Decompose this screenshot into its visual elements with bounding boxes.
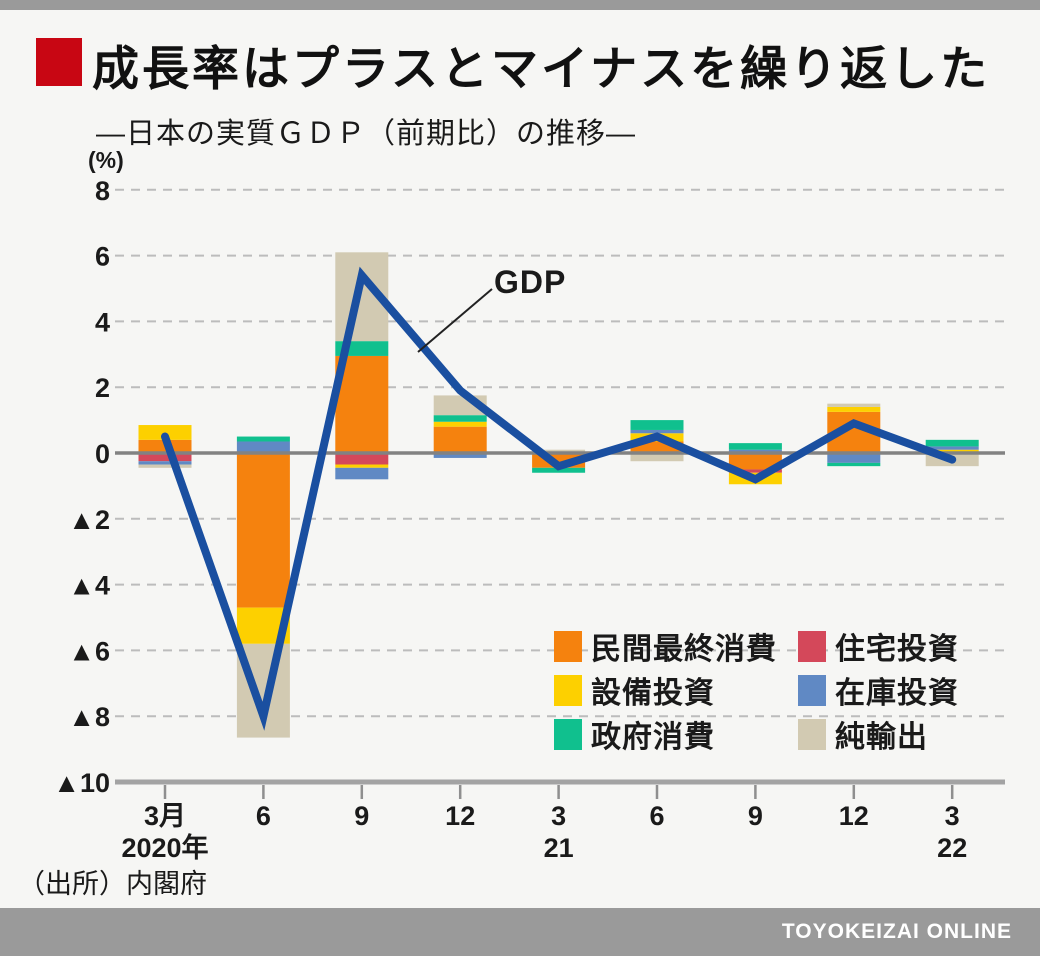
legend-item: 住宅投資 [798,630,959,666]
gdp-contribution-chart: 8 6 4 2 0 ▲2 ▲4 ▲6 ▲8 ▲10 3月 6 9 12 3 6 9 12 3 2020年 21 22 [53,176,1005,863]
legend-label: 民間最終消費 [591,633,777,666]
bar-segment-住宅投資 [138,453,192,462]
bar-segment-設備投資 [827,406,881,412]
bar-segment-政府消費 [433,415,487,422]
legend-column-left: 民間最終消費 設備投資政府消費 [554,630,777,754]
x-axis-tick-label: 12 [445,801,475,831]
legend-swatch [798,674,826,706]
bar-segment-設備投資 [138,425,192,440]
legend-label: 設備投資 [591,677,715,710]
bar-segment-民間最終消費 [433,426,487,453]
bar-segment-民間最終消費 [728,453,782,470]
bar-segment-政府消費 [827,462,881,467]
chart-title: 成長率はプラスとマイナスを繰り返した [92,42,991,95]
bar-segment-在庫投資 [236,441,290,453]
legend-swatch [554,718,582,750]
bar-segment-純輸出 [630,453,684,462]
legend-swatch [798,718,826,750]
legend-label: 在庫投資 [835,677,959,710]
bar-segment-純輸出 [827,403,881,407]
y-axis-unit-label: (%) [88,147,124,173]
bar-segment-在庫投資 [138,461,192,465]
gdp-annotation-leader-line [417,288,493,353]
legend-item: 純輸出 [798,718,959,754]
x-axis-tick-label: 12 [839,801,869,831]
legend-column-right: 住宅投資在庫投資純輸出 [798,630,959,754]
y-axis-tick-label: 2 [95,373,110,403]
x-axis-tick-label: 9 [354,801,369,831]
bar-segment-在庫投資 [827,453,881,463]
legend-swatch [798,630,826,662]
y-axis-tick-label: 4 [95,307,110,337]
bar-segment-設備投資 [433,421,487,427]
y-axis-tick-label: ▲10 [53,768,110,798]
brand-logo-text: TOYOKEIZAI ONLINE [781,920,1012,943]
bar-segment-在庫投資 [335,467,389,480]
bar-segment-在庫投資 [433,453,487,458]
legend-label: 住宅投資 [835,633,959,666]
legend-swatch [554,674,582,706]
x-axis-tick-label: 6 [256,801,271,831]
bar-segment-政府消費 [925,439,979,447]
legend-label: 純輸出 [835,721,928,754]
bar-segment-政府消費 [728,443,782,450]
bar-segment-民間最終消費 [236,453,290,608]
bar-segment-純輸出 [138,464,192,468]
x-axis-year-label: 21 [544,833,574,863]
y-axis-tick-label: ▲2 [68,505,110,535]
bar-segment-政府消費 [236,436,290,442]
legend-item: 政府消費 [554,718,777,754]
title-bullet-square [36,38,82,86]
bar-segment-設備投資 [335,464,389,468]
y-axis-tick-label: 0 [95,439,110,469]
x-axis-year-label: 2020年 [121,832,208,863]
x-axis-tick-label: 9 [748,801,763,831]
bar-segment-住宅投資 [335,453,389,465]
x-axis-tick-label: 6 [649,801,664,831]
y-axis-tick-label: 8 [95,176,110,206]
y-axis-tick-label: ▲6 [68,636,110,666]
bar-segment-在庫投資 [630,429,684,434]
y-axis-tick-label: 6 [95,242,110,272]
x-axis-year-label: 22 [937,833,967,863]
footer-bar: TOYOKEIZAI ONLINE [0,908,1040,956]
chart-subtitle: ―日本の実質ＧＤＰ（前期比）の推移― [96,118,637,150]
x-axis-tick-label: 3月 [144,801,186,831]
legend-swatch [554,630,582,662]
top-border-bar [0,0,1040,10]
bar-segment-政府消費 [630,420,684,430]
legend-item: 民間最終消費 [554,630,777,666]
legend-label: 政府消費 [591,721,715,754]
y-axis-tick-label: ▲8 [68,702,110,732]
bar-segment-民間最終消費 [630,441,684,453]
gdp-line [161,266,957,731]
gdp-line-annotation: GDP [494,264,567,300]
x-axis-tick-label: 3 [551,801,566,831]
legend-item: 在庫投資 [798,674,959,710]
x-axis-tick-label: 3 [945,801,960,831]
legend-item: 設備投資 [554,674,777,710]
bar-segment-在庫投資 [925,446,979,450]
bar-segment-住宅投資 [728,469,782,473]
y-axis-tick-label: ▲4 [68,571,110,601]
source-note: （出所）内閣府 [18,869,207,899]
